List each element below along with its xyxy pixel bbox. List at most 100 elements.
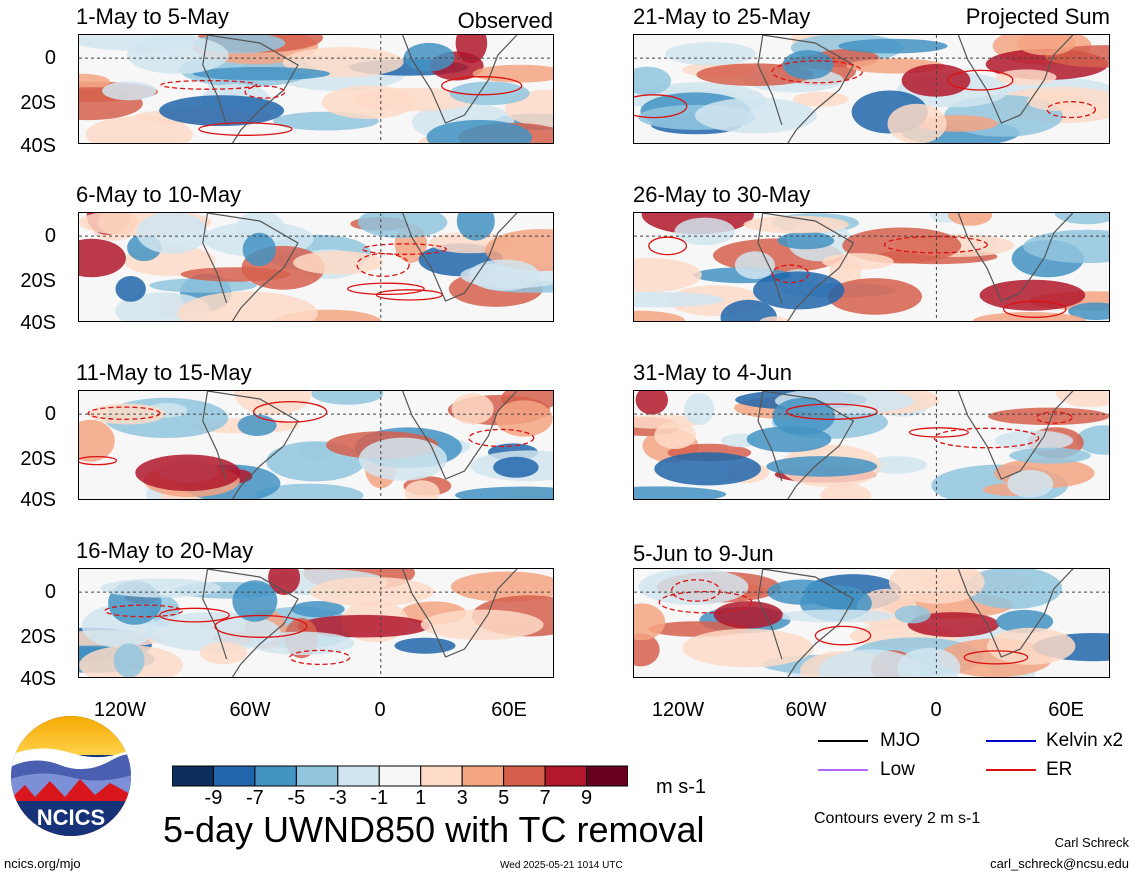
er-contour xyxy=(375,289,443,301)
panel-map-8 xyxy=(633,568,1110,678)
anomaly-shading xyxy=(634,66,672,95)
anomaly-shading xyxy=(638,569,749,605)
er-contour xyxy=(785,403,878,420)
colorbar-swatch xyxy=(544,765,588,787)
anomaly-shading xyxy=(988,407,1109,425)
anomaly-shading xyxy=(79,238,126,278)
anomaly-shading xyxy=(720,299,777,321)
er-contour xyxy=(87,406,161,420)
er-contour xyxy=(648,236,688,256)
anomaly-shading xyxy=(455,35,488,64)
colorbar-swatch xyxy=(586,765,628,787)
anomaly-shading xyxy=(777,609,895,623)
lat-tick-0: 0 xyxy=(44,225,56,247)
lon-tick-60w: 60W xyxy=(229,699,271,721)
er-contour xyxy=(214,614,308,638)
contour-note: Contours every 2 m s-1 xyxy=(814,810,981,827)
anomaly-shading xyxy=(357,213,448,239)
anomaly-shading xyxy=(309,577,434,607)
anomaly-shading xyxy=(268,569,301,595)
anomaly-shading xyxy=(468,259,540,291)
anomaly-shading xyxy=(297,614,430,638)
author: Carl Schreck xyxy=(1054,835,1129,850)
colorbar-tick-label: -3 xyxy=(328,787,347,809)
anomaly-shading xyxy=(766,456,878,477)
anomaly-shading xyxy=(820,483,872,499)
panel-map-7 xyxy=(633,390,1110,500)
anomaly-shading xyxy=(237,414,277,436)
anomaly-shading xyxy=(1068,302,1109,321)
coastline-africa xyxy=(402,213,518,302)
anomaly-shading xyxy=(753,271,845,310)
anomaly-shading xyxy=(455,486,553,499)
lat-tick-40s: 40S xyxy=(20,489,56,511)
anomaly-shading xyxy=(100,578,222,598)
colorbar-swatch xyxy=(295,765,339,787)
anomaly-shading xyxy=(634,310,685,321)
lat-tick-20s: 20S xyxy=(20,626,56,648)
anomaly-shading xyxy=(136,213,208,254)
er-contour xyxy=(198,122,293,136)
lat-tick-20s: 20S xyxy=(20,270,56,292)
anomaly-shading xyxy=(242,232,276,267)
projected-label: Projected Sum xyxy=(965,4,1110,29)
legend-line-low xyxy=(818,769,868,771)
panel-map-3 xyxy=(78,390,554,500)
coastline-south-america xyxy=(202,213,299,321)
anomaly-shading xyxy=(665,42,756,66)
er-contour xyxy=(1003,300,1067,318)
anomaly-shading xyxy=(249,631,355,655)
er-contour xyxy=(658,590,753,614)
anomaly-shading xyxy=(449,81,530,106)
er-contour xyxy=(771,60,863,84)
colorbar-tick-label: 1 xyxy=(415,787,427,809)
colorbar-swatch xyxy=(503,765,546,787)
anomaly-shading xyxy=(192,67,331,81)
colorbar xyxy=(172,765,628,787)
anomaly-shading xyxy=(495,400,553,437)
er-contour xyxy=(1035,411,1073,424)
coastline-africa xyxy=(957,35,1074,124)
anomaly-shading xyxy=(1007,469,1054,498)
observed-label: Observed xyxy=(457,8,553,33)
anomaly-shading xyxy=(777,231,835,250)
colorbar-tick-label: 3 xyxy=(456,787,468,809)
anomaly-shading xyxy=(979,279,1086,311)
legend-label-kelvin: Kelvin x2 xyxy=(1046,730,1124,751)
anomaly-shading xyxy=(102,81,157,101)
legend-line-kelvin xyxy=(986,740,1036,742)
anomaly-shading xyxy=(634,603,666,641)
anomaly-shading xyxy=(1017,35,1076,56)
anomaly-shading xyxy=(822,253,894,270)
coastline-africa xyxy=(957,569,1074,658)
anomaly-shading xyxy=(684,393,715,426)
coastline-south-america xyxy=(202,569,299,677)
anomaly-shading xyxy=(995,69,1057,86)
anomaly-shading xyxy=(817,649,922,677)
anomaly-shading xyxy=(1027,91,1087,111)
anomaly-shading xyxy=(254,483,364,499)
site-link[interactable]: ncics.org/mjo xyxy=(4,856,81,871)
er-contour xyxy=(634,94,688,119)
lat-tick-40s: 40S xyxy=(20,668,56,690)
anomaly-shading xyxy=(767,579,836,605)
anomaly-shading xyxy=(866,456,927,474)
legend-label-mjo: MJO xyxy=(880,730,921,751)
anomaly-shading xyxy=(682,628,814,668)
panel-map-2 xyxy=(78,212,554,322)
er-contour xyxy=(289,649,351,666)
anomaly-shading xyxy=(451,393,494,425)
anomaly-shading xyxy=(291,601,345,618)
er-contour xyxy=(1046,101,1097,119)
er-contour xyxy=(933,427,1040,449)
lon-tick-60e: 60E xyxy=(1048,699,1084,721)
email[interactable]: carl_schreck@ncsu.edu xyxy=(990,856,1129,871)
anomaly-shading xyxy=(894,605,931,624)
panel-title-6: 26-May to 30-May xyxy=(633,182,811,207)
er-contour xyxy=(159,607,230,623)
chart-title: 5-day UWND850 with TC removal xyxy=(163,809,705,850)
lon-tick-120w: 120W xyxy=(651,699,705,721)
anomaly-shading xyxy=(634,257,702,293)
anomaly-shading xyxy=(420,609,544,640)
anomaly-shading xyxy=(792,91,849,107)
